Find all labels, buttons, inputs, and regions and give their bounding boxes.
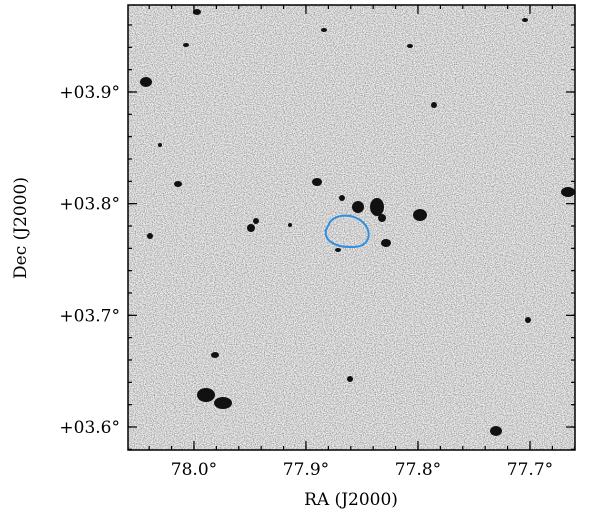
y-tick-label: +03.6° xyxy=(59,418,120,438)
y-axis-label: Dec (J2000) xyxy=(11,177,31,279)
x-tick-label: 78.0° xyxy=(171,460,217,480)
y-tick-label: +03.9° xyxy=(59,83,120,103)
plot-frame xyxy=(127,4,576,451)
y-tick-label: +03.8° xyxy=(59,195,120,215)
y-tick-label: +03.7° xyxy=(59,306,120,326)
x-axis-label: RA (J2000) xyxy=(304,490,398,510)
x-tick-label: 77.7° xyxy=(507,460,553,480)
sky-image xyxy=(128,5,575,450)
x-tick-label: 77.9° xyxy=(283,460,329,480)
contour xyxy=(324,214,370,249)
x-tick-label: 77.8° xyxy=(395,460,441,480)
